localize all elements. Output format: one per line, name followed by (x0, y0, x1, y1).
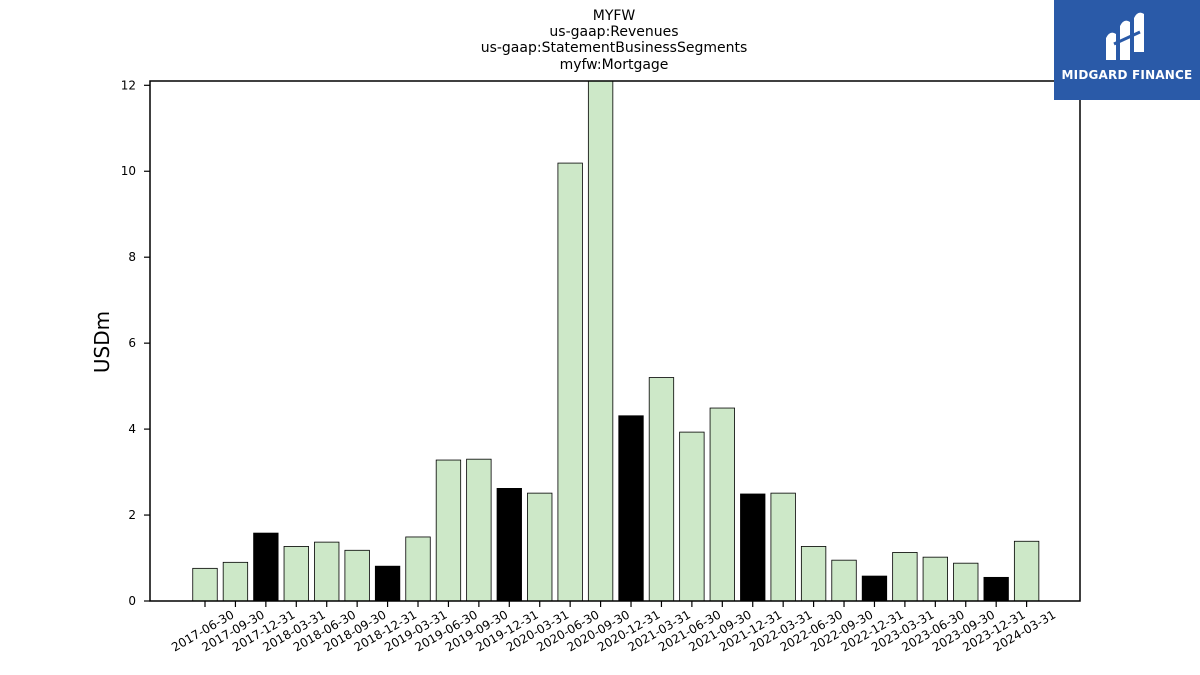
midgard-logo-icon (1106, 12, 1144, 61)
bar-2021-03-31 (648, 377, 675, 602)
midgard-finance-logo: MIDGARD FINANCE (1054, 0, 1200, 100)
bar-2019-12-31 (496, 488, 522, 602)
bar-2023-06-30 (922, 556, 948, 602)
bar-2022-06-30 (800, 546, 827, 602)
bar-2023-03-31 (892, 552, 918, 602)
chart-title-line: myfw:Mortgage (560, 57, 669, 73)
bars-layer (192, 80, 1040, 602)
bar-2019-06-30 (435, 459, 462, 602)
bar-2018-06-30 (314, 541, 340, 602)
y-tick-label: 12 (121, 78, 136, 92)
bar-2019-03-31 (405, 536, 431, 602)
chart-title-line: us-gaap:Revenues (549, 24, 678, 40)
y-tick-label: 4 (128, 422, 136, 436)
bar-2018-03-31 (283, 546, 309, 602)
bar-2021-06-30 (679, 431, 705, 602)
bar-2017-09-30 (222, 561, 249, 602)
y-tick-label: 8 (128, 250, 136, 264)
x-axis: 2017-06-302017-09-302017-12-312018-03-31… (169, 601, 1058, 654)
y-tick-label: 2 (128, 508, 136, 522)
bar-2022-09-30 (831, 559, 857, 602)
bar-2017-12-31 (253, 532, 279, 602)
bar-2020-12-31 (618, 415, 644, 602)
bar-2023-09-30 (953, 562, 979, 602)
bar-2023-12-31 (983, 576, 1009, 602)
bar-2020-03-31 (527, 492, 553, 602)
bar-2020-09-30 (587, 80, 614, 602)
plot-frame (149, 80, 1081, 602)
bar-2021-12-31 (740, 493, 766, 602)
chart-title: MYFW us-gaap:Revenues us-gaap:StatementB… (481, 8, 748, 73)
bar-2024-03-31 (1013, 540, 1040, 602)
y-axis: 0 2 4 6 8 10 12 (121, 78, 150, 608)
y-tick-label: 6 (128, 336, 136, 350)
bar-2017-06-30 (192, 567, 218, 602)
bar-2022-12-31 (861, 575, 888, 602)
bar-2018-09-30 (344, 549, 370, 602)
bar-2022-03-31 (770, 492, 796, 602)
y-tick-label: 10 (121, 164, 136, 178)
bar-2018-12-31 (374, 565, 401, 602)
bar-2021-09-30 (709, 407, 735, 602)
y-tick-label: 0 (128, 594, 136, 608)
bar-2019-09-30 (466, 458, 492, 602)
chart-title-line: us-gaap:StatementBusinessSegments (481, 40, 748, 56)
bar-2020-06-30 (557, 162, 583, 602)
y-axis-label: USDm (90, 311, 114, 373)
logo-text: MIDGARD FINANCE (1061, 68, 1193, 82)
chart-title-line: MYFW (593, 8, 636, 24)
